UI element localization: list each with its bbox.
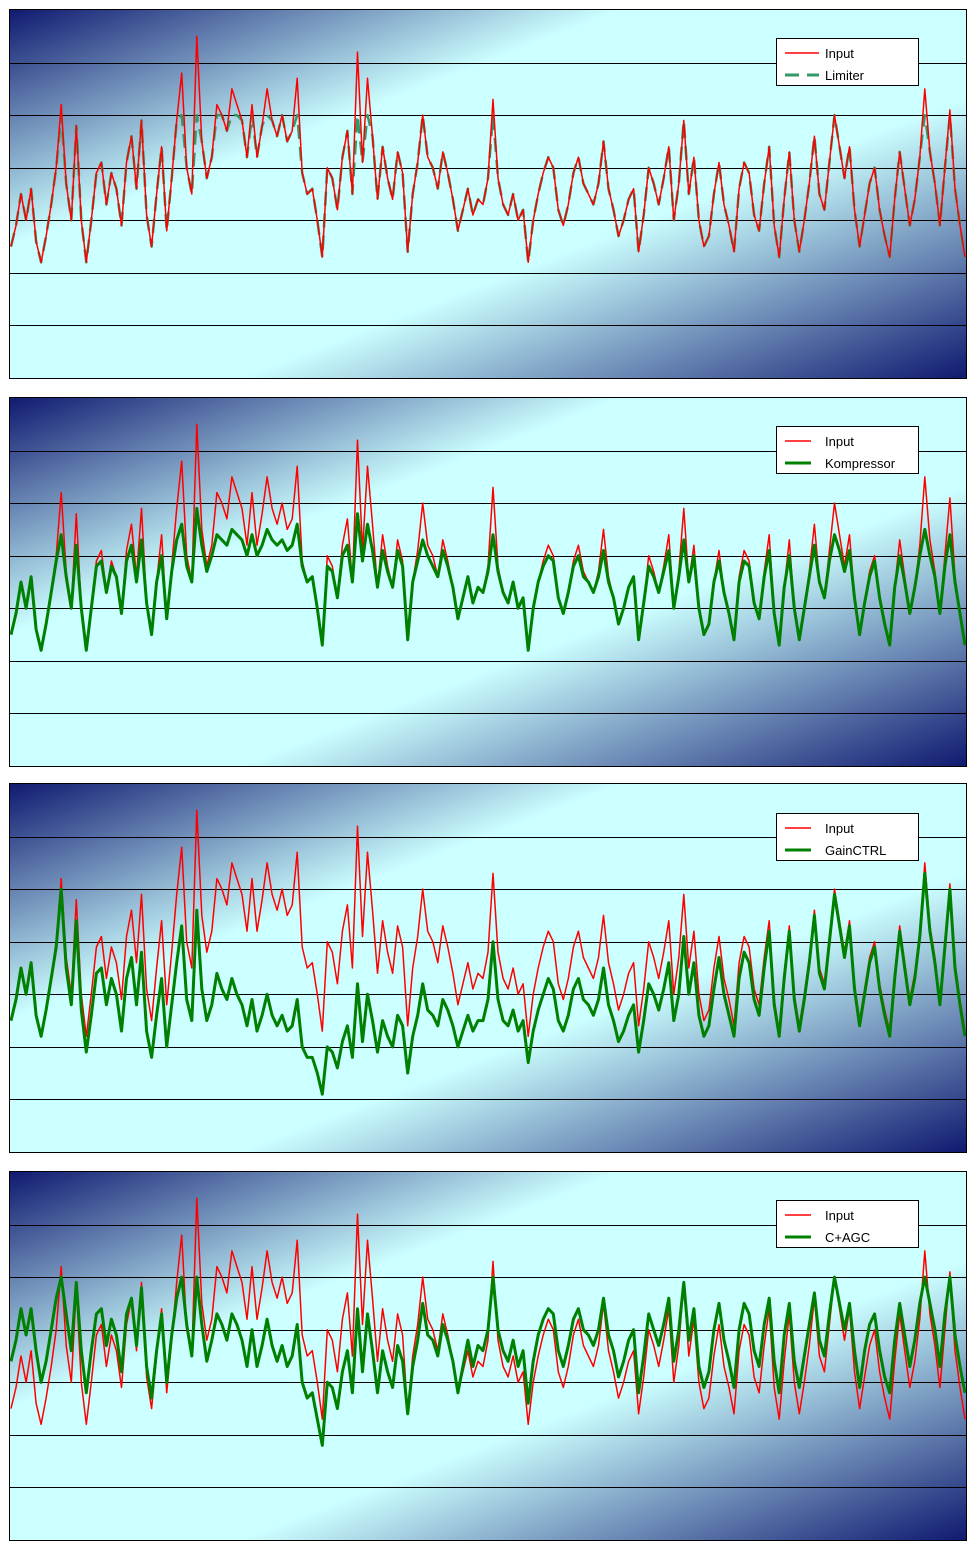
legend-entry-input: Input	[785, 817, 910, 839]
legend-entry-gainctrl: GainCTRL	[785, 839, 910, 861]
legend-label-input: Input	[825, 433, 854, 449]
legend-swatch-input	[785, 48, 819, 58]
legend-label-limiter: Limiter	[825, 67, 865, 83]
chart-panel-kompressor: Input Kompressor	[9, 397, 967, 767]
series-line-input	[10, 35, 966, 264]
series-line-gainctrl	[10, 871, 966, 1096]
legend-swatch-limiter	[785, 70, 819, 80]
legend: Input C+AGC	[776, 1200, 919, 1248]
chart-panel-limiter: Input Limiter	[9, 9, 967, 379]
legend-swatch-input	[785, 1210, 819, 1220]
legend-label-cagc: C+AGC	[825, 1229, 871, 1245]
chart-panel-gainctrl: Input GainCTRL	[9, 783, 967, 1153]
legend-entry-input: Input	[785, 1204, 910, 1226]
legend-swatch-gainctrl	[785, 845, 819, 855]
legend-entry-kompressor: Kompressor	[785, 452, 910, 474]
series-line-kompressor	[10, 506, 966, 652]
series-line-c-agc	[10, 1275, 966, 1447]
legend-swatch-input	[785, 823, 819, 833]
legend: Input GainCTRL	[776, 813, 919, 861]
chart-panel-cagc: Input C+AGC	[9, 1171, 967, 1541]
legend-label-input: Input	[825, 820, 854, 836]
legend-entry-input: Input	[785, 42, 910, 64]
legend-entry-cagc: C+AGC	[785, 1226, 910, 1248]
legend-label-input: Input	[825, 1207, 854, 1223]
legend-swatch-input	[785, 436, 819, 446]
legend-entry-input: Input	[785, 430, 910, 452]
legend-entry-limiter: Limiter	[785, 64, 910, 86]
legend-swatch-kompressor	[785, 458, 819, 468]
legend-swatch-cagc	[785, 1232, 819, 1242]
legend-label-input: Input	[825, 45, 854, 61]
legend-label-kompressor: Kompressor	[825, 455, 896, 471]
legend: Input Kompressor	[776, 426, 919, 474]
legend: Input Limiter	[776, 38, 919, 86]
legend-label-gainctrl: GainCTRL	[825, 842, 887, 858]
